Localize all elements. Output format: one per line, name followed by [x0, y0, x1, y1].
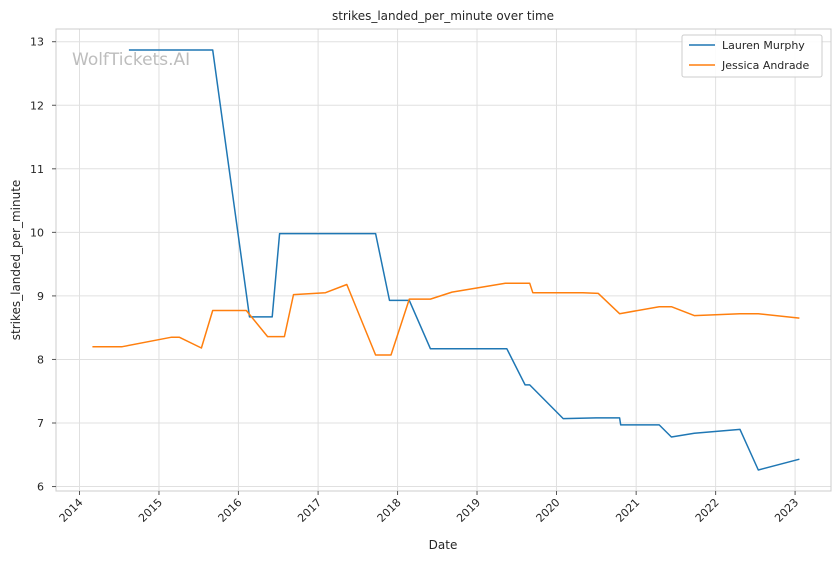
y-tick-label: 6 — [37, 481, 44, 494]
series-line-lauren-murphy — [128, 49, 800, 471]
legend-label: Lauren Murphy — [722, 39, 805, 52]
y-tick-label: 10 — [30, 226, 44, 239]
y-tick-label: 12 — [30, 99, 44, 112]
plot-frame — [55, 28, 832, 492]
y-tick-label: 11 — [30, 163, 44, 176]
y-tick-label: 8 — [37, 353, 44, 366]
y-tick-label: 7 — [37, 417, 44, 430]
x-axis-label: Date — [429, 538, 458, 552]
series-lines — [92, 49, 800, 471]
y-tick-label: 13 — [30, 36, 44, 49]
legend: Lauren Murphy Jessica Andrade — [681, 34, 823, 78]
chart-title: strikes_landed_per_minute over time — [332, 9, 554, 23]
y-axis-ticks: 6 7 8 9 10 11 12 13 — [30, 36, 56, 494]
y-tick-label: 9 — [37, 290, 44, 303]
series-line-jessica-andrade — [92, 282, 800, 356]
legend-box — [681, 34, 823, 78]
grid — [56, 29, 831, 491]
legend-label: Jessica Andrade — [721, 59, 810, 72]
y-axis-label: strikes_landed_per_minute — [9, 180, 23, 341]
watermark: WolfTickets.AI — [72, 50, 190, 70]
